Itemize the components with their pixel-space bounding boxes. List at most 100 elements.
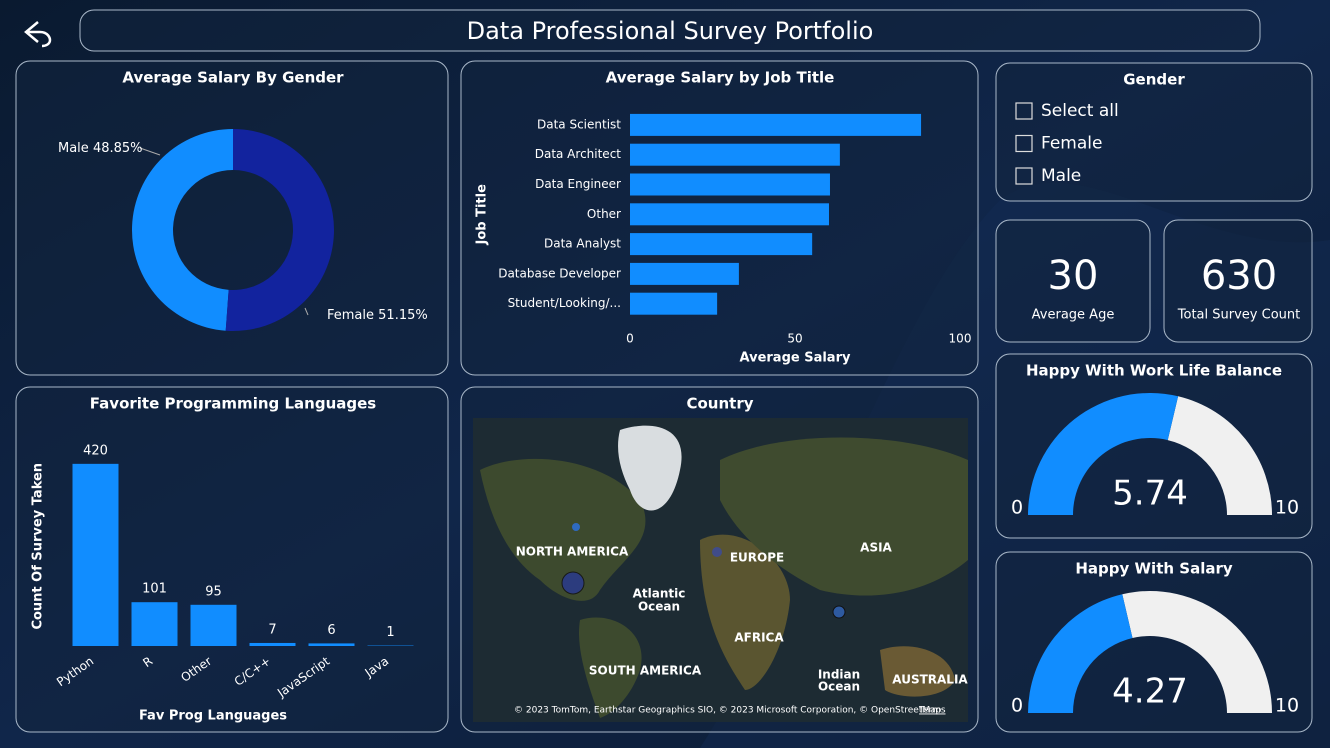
- slicer-option[interactable]: Select all: [1041, 101, 1119, 121]
- land: [880, 646, 955, 697]
- panel: [1163, 219, 1313, 343]
- data-label: 101: [142, 582, 167, 597]
- value-label: 51.15%: [378, 308, 428, 323]
- donut-slice: [132, 129, 233, 331]
- bar: [131, 602, 178, 646]
- slicer: Select all Female Male: [1015, 101, 1119, 186]
- gauge-min: 0: [1011, 497, 1023, 519]
- kpi-label: Average Age: [1032, 308, 1115, 323]
- y-tick-label: Data Analyst: [544, 237, 621, 251]
- bar: [630, 292, 718, 315]
- map-bubble[interactable]: [561, 571, 585, 595]
- gauge-value-label: 4.27: [1112, 672, 1188, 712]
- map-label: AFRICA: [734, 631, 784, 645]
- gauge-track: [1167, 396, 1272, 515]
- bar: [72, 463, 119, 646]
- x-axis-label: Average Salary: [740, 351, 851, 366]
- map-terms[interactable]: Terms: [918, 706, 946, 716]
- y-axis-label: Count Of Survey Taken: [31, 463, 46, 630]
- map[interactable]: NORTH AMERICA EUROPEASIAAtlanticOceanAFRI…: [473, 418, 968, 722]
- bar: [630, 203, 829, 226]
- x-tick-label: 100: [949, 332, 972, 346]
- map-title: Country: [686, 395, 753, 413]
- map-label: ASIA: [860, 541, 892, 555]
- map-label: AUSTRALIA: [892, 673, 968, 687]
- y-tick-label: Data Architect: [535, 147, 622, 161]
- land: [700, 534, 790, 690]
- data-label: Female 51.15%: [327, 308, 428, 323]
- map-label: NORTH AMERICA: [516, 545, 629, 559]
- chart-title: Average Salary by Job Title: [606, 69, 835, 87]
- data-label: Male 48.85%: [58, 141, 143, 156]
- x-tick-label: 0: [626, 332, 634, 346]
- gauge-max: 10: [1275, 497, 1299, 519]
- slicer-title: Gender: [1123, 71, 1185, 89]
- y-tick-label: Database Developer: [498, 266, 621, 280]
- gauge-value: [1028, 393, 1179, 515]
- chart-title: Happy With Work Life Balance: [1026, 362, 1282, 380]
- data-label: 1: [386, 625, 394, 640]
- value-label: 48.85%: [93, 141, 143, 156]
- back-button[interactable]: [24, 21, 52, 48]
- leader-line: [304, 307, 309, 316]
- data-label: 7: [268, 622, 276, 637]
- category-name: Male: [58, 141, 89, 156]
- gauge-min: 0: [1011, 695, 1023, 717]
- kpi-label: Total Survey Count: [1177, 308, 1300, 323]
- kpi-value: 630: [1201, 253, 1277, 299]
- checkbox[interactable]: [1015, 167, 1033, 185]
- map-label: Atlantic: [633, 587, 686, 601]
- panel: [995, 62, 1313, 202]
- map-label: Ocean: [818, 680, 860, 694]
- y-tick-label: Other: [587, 207, 621, 221]
- bar: [630, 113, 922, 136]
- kpi-value: 30: [1048, 253, 1099, 299]
- checkbox[interactable]: [1015, 102, 1033, 120]
- panel: [995, 219, 1151, 343]
- map-label: SOUTH AMERICA: [589, 664, 702, 678]
- gauge-max: 10: [1275, 695, 1299, 717]
- gauge-value-label: 5.74: [1112, 474, 1188, 514]
- data-label: 420: [83, 443, 108, 458]
- map-label: EUROPE: [730, 551, 784, 565]
- bar: [630, 233, 813, 256]
- chart-title: Favorite Programming Languages: [90, 395, 376, 413]
- category-name: Female: [327, 308, 374, 323]
- checkbox[interactable]: [1015, 134, 1033, 153]
- slicer-option[interactable]: Female: [1041, 134, 1102, 154]
- bar: [630, 143, 840, 166]
- leader-line: [139, 147, 161, 156]
- chart-title: Average Salary By Gender: [122, 69, 344, 87]
- header-box: [79, 9, 1261, 52]
- slicer-option[interactable]: Male: [1041, 166, 1081, 186]
- gauge-value: [1028, 594, 1133, 713]
- panel: [15, 60, 449, 376]
- y-tick-label: Data Scientist: [537, 117, 621, 131]
- y-tick-label: Data Engineer: [535, 177, 621, 191]
- bar: [249, 642, 296, 646]
- map-bubble[interactable]: [712, 547, 722, 557]
- chart-title: Happy With Salary: [1075, 560, 1232, 578]
- bar: [630, 262, 739, 285]
- map-label: Indian: [818, 668, 860, 682]
- gauge-track: [1122, 591, 1272, 713]
- land: [579, 617, 642, 718]
- bar: [630, 173, 830, 196]
- data-label: 95: [205, 584, 222, 599]
- land: [720, 437, 968, 596]
- map-bubble[interactable]: [832, 605, 846, 619]
- bar: [308, 643, 355, 646]
- x-tick-label: 50: [787, 332, 802, 346]
- map-label: Ocean: [638, 600, 680, 614]
- donut-slice: [225, 129, 335, 332]
- map-attribution: © 2023 TomTom, Earthstar Geographics SIO…: [514, 706, 942, 716]
- y-tick-label: Student/Looking/...: [508, 296, 621, 310]
- data-label: 6: [327, 623, 335, 638]
- land: [480, 458, 646, 601]
- y-axis-label: Job Title: [475, 184, 490, 246]
- map-bubble[interactable]: [572, 523, 580, 531]
- x-axis-label: Fav Prog Languages: [139, 709, 287, 724]
- page-title: Data Professional Survey Portfolio: [467, 17, 874, 45]
- land: [618, 425, 682, 511]
